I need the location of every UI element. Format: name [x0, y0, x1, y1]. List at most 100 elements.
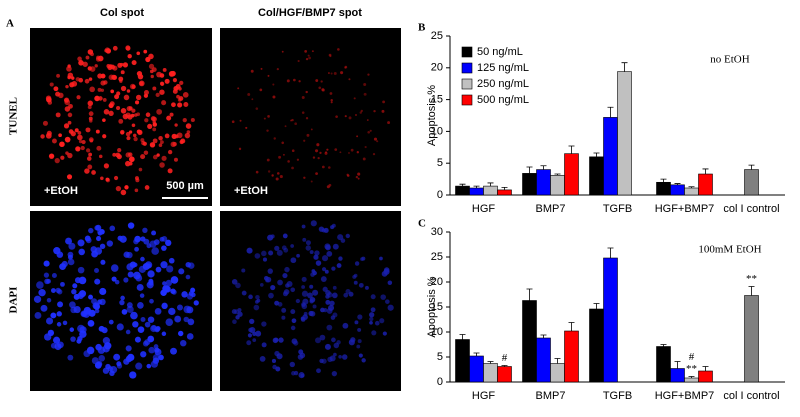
cell: [315, 79, 319, 82]
x-tick-label: col I control: [723, 203, 779, 215]
cell: [57, 301, 64, 308]
cell: [85, 148, 91, 153]
legend-label: 500 ng/mL: [477, 94, 529, 106]
cell: [94, 95, 100, 102]
cell: [67, 254, 73, 260]
error-bar: [473, 352, 480, 356]
cell: [150, 360, 159, 368]
cell: [380, 294, 387, 300]
cell: [135, 362, 143, 370]
cell: [44, 333, 52, 341]
cell: [108, 103, 114, 109]
cell: [181, 291, 188, 298]
cell: [160, 140, 164, 145]
cell: [302, 237, 307, 242]
error-bar: [487, 361, 494, 364]
cell: [146, 363, 152, 369]
cell: [168, 307, 176, 316]
column-title: Col/HGF/BMP7 spot: [258, 7, 362, 19]
cell: [85, 55, 90, 60]
cell: [72, 283, 78, 289]
cell: [321, 267, 327, 272]
y-tick-label: 5: [437, 351, 443, 363]
cell: [102, 118, 106, 122]
cell: [67, 112, 73, 118]
cell: [324, 269, 329, 274]
cell: [118, 118, 124, 124]
condition-note: 100mM EtOH: [698, 244, 761, 256]
cell: [365, 285, 369, 290]
cell: [167, 168, 173, 174]
cell: [70, 306, 77, 314]
bar: [469, 355, 484, 383]
cell: [235, 315, 240, 320]
cell: [152, 86, 157, 91]
cell: [162, 281, 167, 286]
bar: [656, 181, 671, 196]
cell: [165, 318, 174, 326]
cell: [150, 74, 154, 79]
cell: [309, 284, 314, 289]
cell: [370, 294, 376, 300]
cell: [135, 94, 142, 101]
cell: [125, 112, 131, 119]
cell: [278, 155, 282, 159]
bar: [744, 169, 759, 196]
cell: [94, 308, 100, 314]
cell: [127, 271, 134, 278]
bar: [497, 366, 512, 383]
cell: [154, 326, 160, 333]
cell: [109, 370, 115, 376]
cell: [301, 290, 309, 297]
cell: [239, 119, 242, 122]
cell: [134, 246, 139, 252]
cell: [144, 321, 151, 328]
cell: [300, 316, 305, 321]
cell: [137, 326, 145, 333]
cell: [94, 278, 101, 285]
cell: [44, 278, 50, 285]
cell: [125, 345, 132, 352]
cell: [116, 106, 121, 111]
cell: [165, 279, 173, 287]
cell: [94, 225, 100, 231]
cell: [305, 57, 309, 61]
cell: [170, 141, 177, 148]
cell: [348, 291, 354, 297]
cell: [331, 370, 338, 377]
cell: [118, 76, 124, 82]
cell: [77, 130, 82, 135]
y-tick-label: 20: [431, 276, 443, 288]
cell: [70, 336, 76, 342]
cell: [171, 102, 176, 108]
cell: [162, 68, 167, 72]
bar: [698, 370, 713, 383]
cell: [112, 75, 118, 81]
cell: [182, 117, 187, 123]
cell: [102, 98, 107, 102]
error-bar: [660, 178, 667, 183]
cell: [252, 331, 257, 336]
legend-label: 125 ng/mL: [477, 62, 529, 74]
cell: [119, 235, 127, 243]
cell: [332, 292, 338, 299]
cell: [291, 338, 298, 345]
cell: [353, 280, 358, 285]
cell: [291, 318, 297, 324]
error-bar: [501, 186, 508, 190]
cell: [133, 262, 138, 268]
cell: [369, 320, 373, 325]
cell: [276, 353, 283, 360]
cell: [78, 276, 87, 285]
cell: [291, 166, 294, 170]
cell: [120, 130, 125, 135]
cell: [123, 277, 129, 283]
legend-label: 250 ng/mL: [477, 78, 529, 90]
cell: [71, 76, 75, 80]
bar: [497, 189, 512, 196]
cell: [312, 289, 319, 296]
cell: [271, 174, 274, 177]
cell: [104, 342, 112, 350]
cell: [146, 263, 152, 269]
cell: [290, 257, 297, 264]
